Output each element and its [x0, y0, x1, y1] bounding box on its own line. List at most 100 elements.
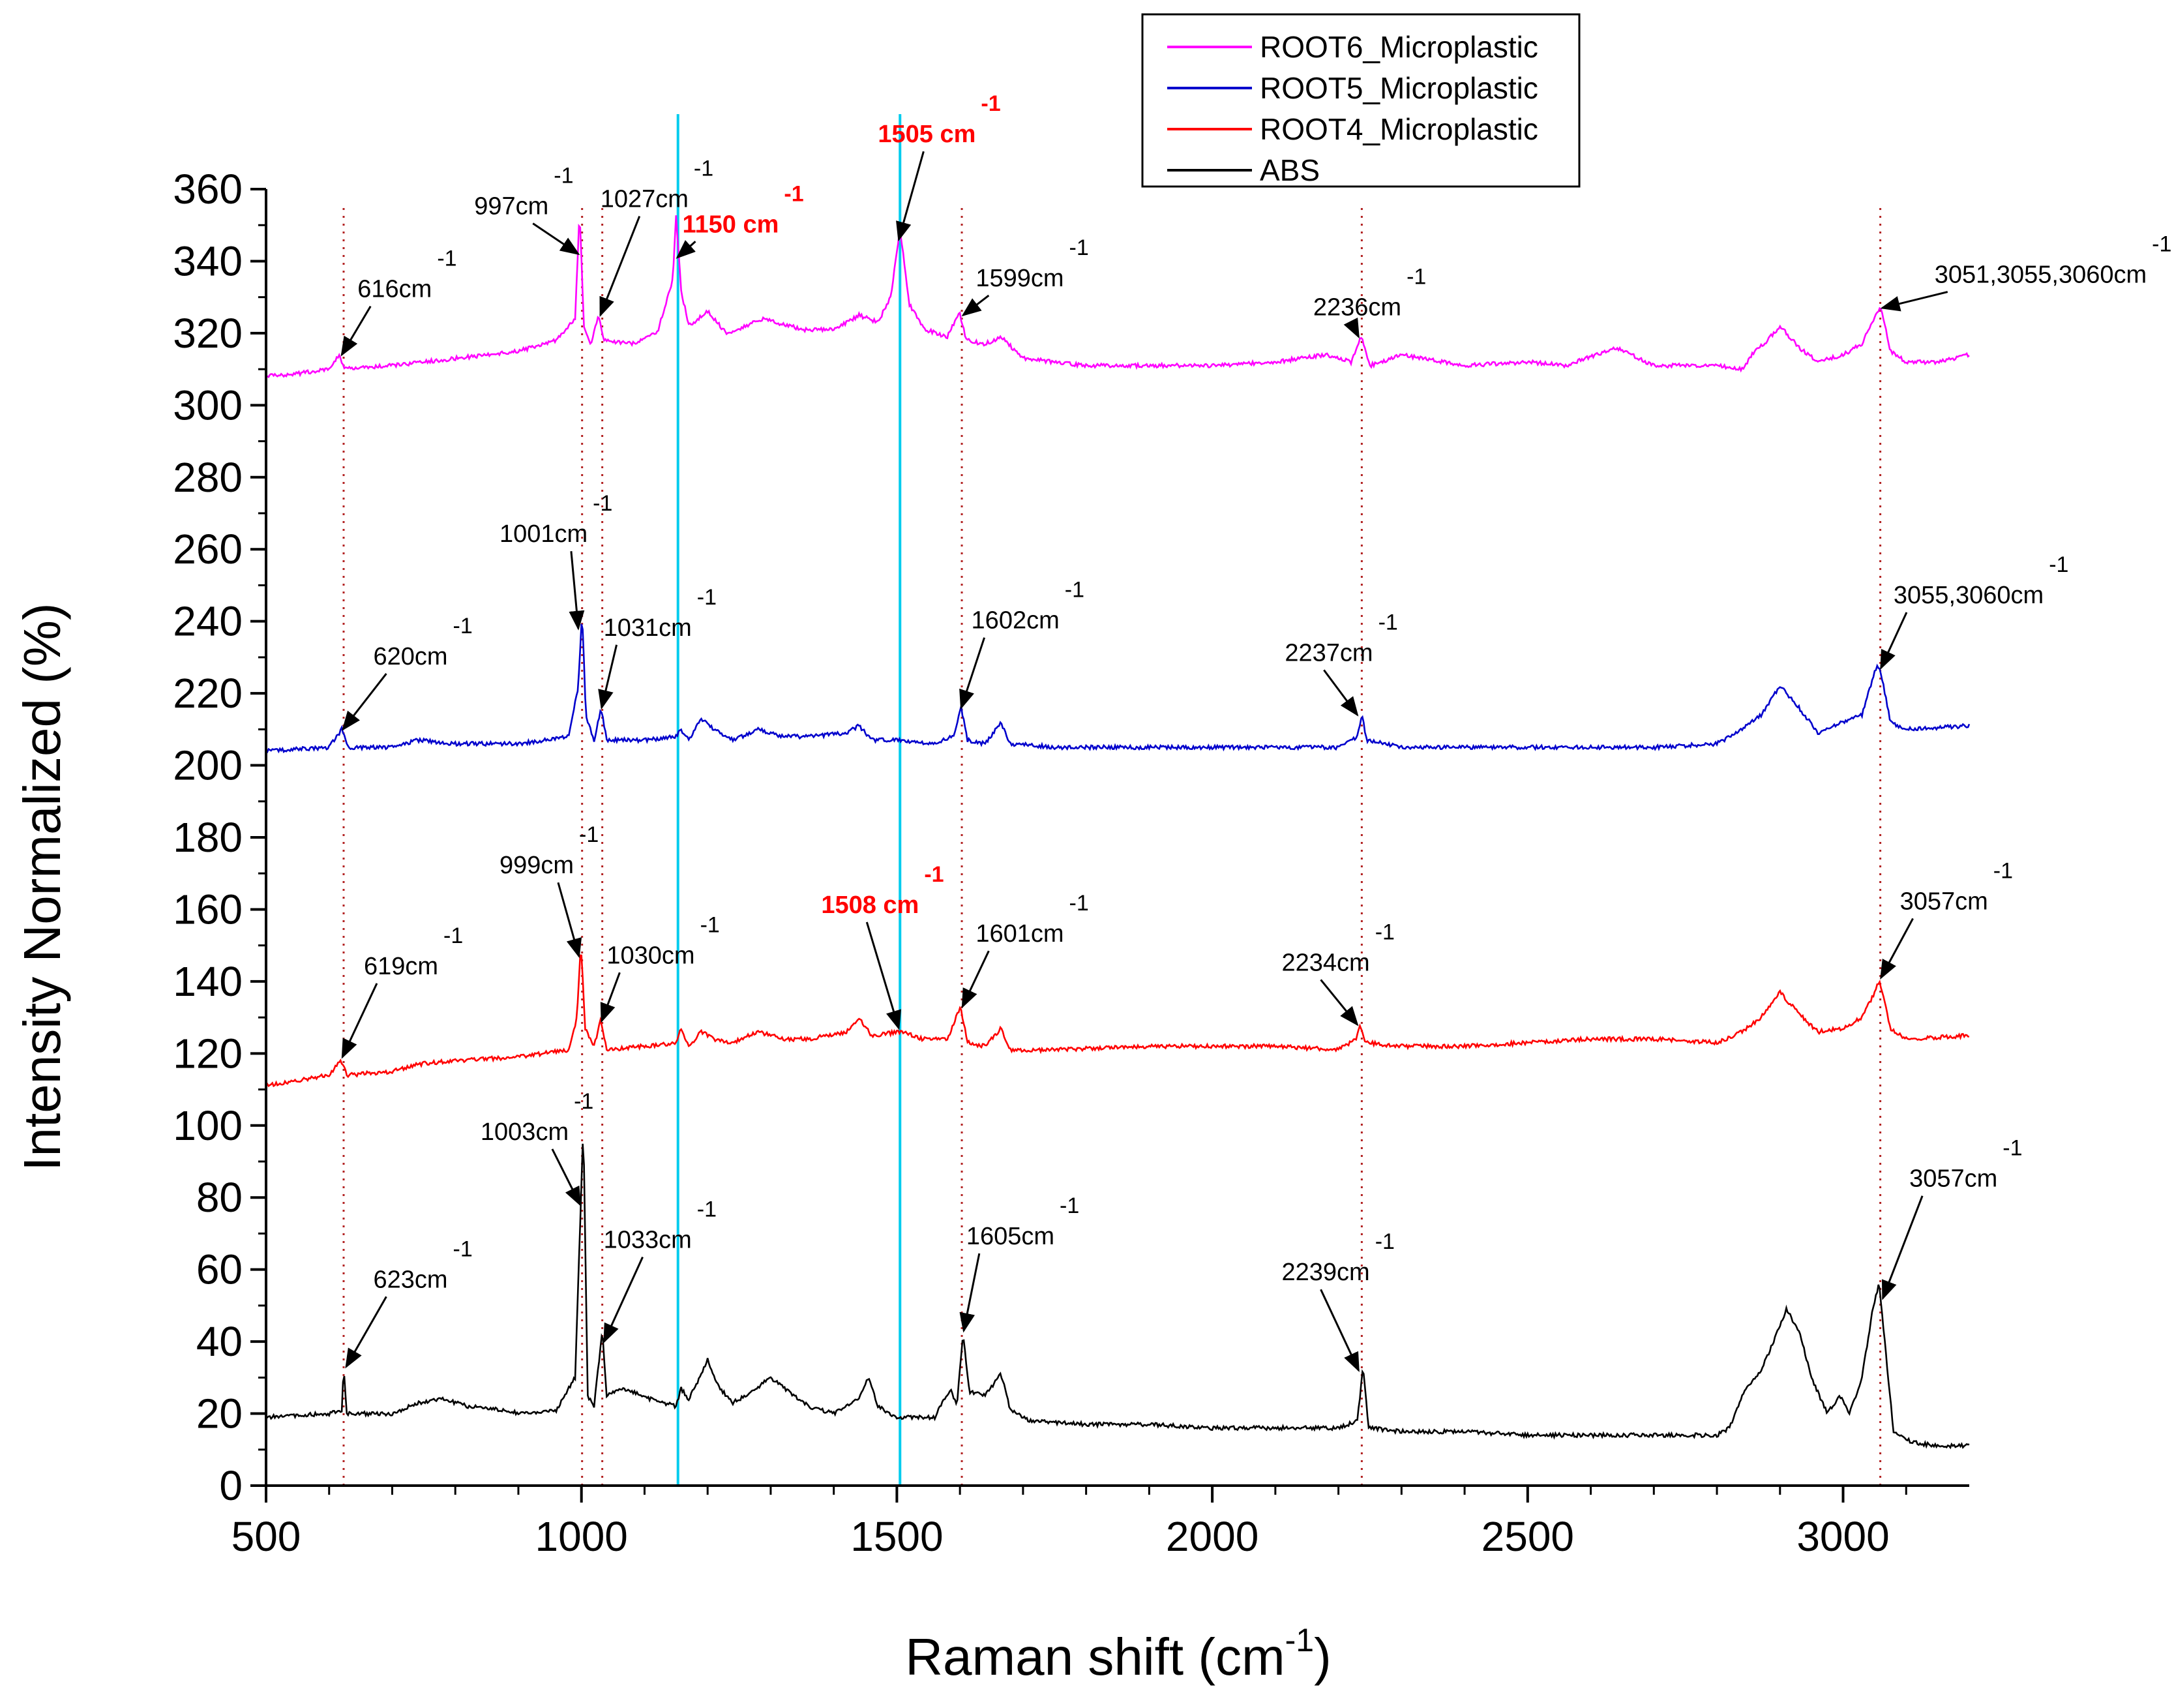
peak-label-root6-microplastic-997: 997cm-1: [474, 164, 580, 256]
peak-label-root4-microplastic-999: 999cm-1: [499, 822, 599, 959]
y-tick-label: 320: [173, 310, 243, 357]
peak-label-root5-microplastic-1602: 1602cm-1: [959, 578, 1084, 710]
peak-label-text: 1150 cm-1: [682, 181, 803, 238]
peak-arrow: [1323, 669, 1359, 717]
peak-arrow: [959, 637, 985, 710]
peak-label-text: 1605cm-1: [966, 1193, 1079, 1250]
y-tick-label: 20: [196, 1390, 243, 1437]
peak-label-text: 1027cm-1: [601, 157, 713, 213]
x-tick-label: 1000: [535, 1513, 628, 1560]
peak-label-text: 2236cm-1: [1313, 264, 1426, 321]
legend: ROOT6_Microplastic ROOT5_Microplastic ROOT…: [1141, 13, 1581, 188]
axes: [265, 189, 1969, 1487]
peak-label-root5-microplastic-1001: 1001cm-1: [499, 491, 612, 631]
peak-arrow: [340, 305, 372, 357]
peak-label-text: 2239cm-1: [1282, 1229, 1395, 1286]
y-tick-label: 360: [173, 166, 243, 213]
peak-arrow: [600, 972, 621, 1023]
peak-label-root6-microplastic-2236: 2236cm-1: [1313, 264, 1426, 339]
peak-arrow: [959, 1253, 981, 1333]
peak-arrow: [341, 983, 378, 1059]
peak-arrow: [1320, 979, 1359, 1026]
peak-label-abs-2239: 2239cm-1: [1282, 1229, 1395, 1373]
series-line-root5-microplastic: [265, 623, 1971, 754]
y-tick-label: 280: [173, 454, 243, 501]
peak-label-abs-623: 623cm-1: [345, 1236, 473, 1369]
peak-label-root5-microplastic-3058: 3055,3060cm-1: [1880, 552, 2069, 670]
peak-arrow: [557, 882, 582, 959]
peak-arrow: [961, 950, 990, 1009]
peak-arrow: [865, 921, 902, 1030]
y-tick-label: 0: [219, 1462, 243, 1509]
peak-arrow: [1880, 918, 1914, 980]
peak-arrow: [569, 551, 585, 631]
peak-label-text: 1599cm-1: [975, 235, 1088, 292]
peak-label-root4-microplastic-3057: 3057cm-1: [1880, 858, 2013, 980]
peak-arrow: [551, 1148, 582, 1206]
peak-label-abs-1033: 1033cm-1: [603, 1197, 717, 1343]
y-axis-title: Intensity Normalized (%): [13, 603, 71, 1171]
legend-box: [1141, 13, 1581, 188]
x-tick-label: 3000: [1796, 1513, 1889, 1560]
x-tick-label: 500: [231, 1513, 301, 1560]
peak-arrow: [1881, 1195, 1924, 1300]
peak-label-text: 3057cm-1: [1909, 1136, 2022, 1193]
y-tick-label: 160: [173, 886, 243, 933]
x-tick-label: 1500: [850, 1513, 943, 1560]
peak-label-root4-microplastic-1601: 1601cm-1: [961, 891, 1089, 1009]
legend-label: ABS: [1260, 153, 1320, 187]
peak-label-text: 1003cm-1: [481, 1089, 593, 1146]
peak-label-root4-microplastic-1508: 1508 cm-1: [821, 862, 944, 1030]
peak-arrow: [961, 294, 990, 317]
y-tick-label: 40: [196, 1318, 243, 1365]
peak-label-root6-microplastic-1599: 1599cm-1: [961, 235, 1089, 317]
peak-arrow: [896, 151, 925, 242]
peak-arrow: [342, 673, 387, 731]
peak-label-text: 997cm-1: [474, 164, 573, 220]
legend-item-root6-microplastic: ROOT6_Microplastic: [1167, 30, 1538, 64]
peak-arrow: [345, 1296, 387, 1369]
peak-label-root5-microplastic-1031: 1031cm-1: [598, 585, 717, 710]
x-tick-label: 2500: [1482, 1513, 1574, 1560]
peak-arrow: [1880, 291, 1948, 312]
x-axis-title: Raman shift (cm-1): [905, 1622, 1331, 1686]
peak-label-text: 619cm-1: [364, 923, 463, 980]
peak-arrow: [1320, 1289, 1360, 1373]
peak-label-abs-1605: 1605cm-1: [959, 1193, 1079, 1333]
y-tick-label: 180: [173, 814, 243, 861]
peak-arrow: [532, 222, 580, 256]
y-tick-label: 60: [196, 1246, 243, 1293]
y-tick-label: 200: [173, 742, 243, 789]
peak-label-text: 623cm-1: [373, 1236, 472, 1293]
y-tick-label: 220: [173, 670, 243, 717]
series-line-root4-microplastic: [265, 954, 1970, 1088]
peak-arrow: [599, 216, 641, 318]
peak-label-text: 620cm-1: [373, 614, 472, 670]
y-tick-label: 80: [196, 1174, 243, 1221]
peak-arrow: [676, 240, 696, 259]
y-tick-label: 300: [173, 382, 243, 428]
spectra-lines: [265, 215, 1971, 1450]
peak-label-root6-microplastic-1505: 1505 cm-1: [878, 91, 1001, 242]
peak-arrow: [1343, 317, 1360, 339]
peak-label-text: 999cm-1: [499, 822, 599, 879]
peak-label-text: 1033cm-1: [604, 1197, 717, 1254]
peak-label-root6-microplastic-3055: 3051,3055,3060cm-1: [1880, 232, 2171, 312]
peak-arrow: [603, 1256, 644, 1343]
peak-label-abs-3057: 3057cm-1: [1881, 1136, 2023, 1300]
legend-item-abs: ABS: [1167, 153, 1320, 187]
peak-label-text: 1505 cm-1: [878, 91, 1000, 148]
peak-arrow: [598, 644, 618, 710]
y-tick-label: 120: [173, 1030, 243, 1077]
y-tick-label: 340: [173, 237, 243, 284]
legend-label: ROOT6_Microplastic: [1260, 30, 1538, 64]
series-line-abs: [265, 1143, 1970, 1450]
peak-label-text: 2234cm-1: [1282, 920, 1395, 976]
y-tick-label: 240: [173, 598, 243, 645]
peak-label-text: 3055,3060cm-1: [1894, 552, 2069, 609]
peak-label-text: 1508 cm-1: [821, 862, 944, 919]
peak-label-text: 1001cm-1: [499, 491, 612, 548]
x-tick-label: 2000: [1166, 1513, 1258, 1560]
